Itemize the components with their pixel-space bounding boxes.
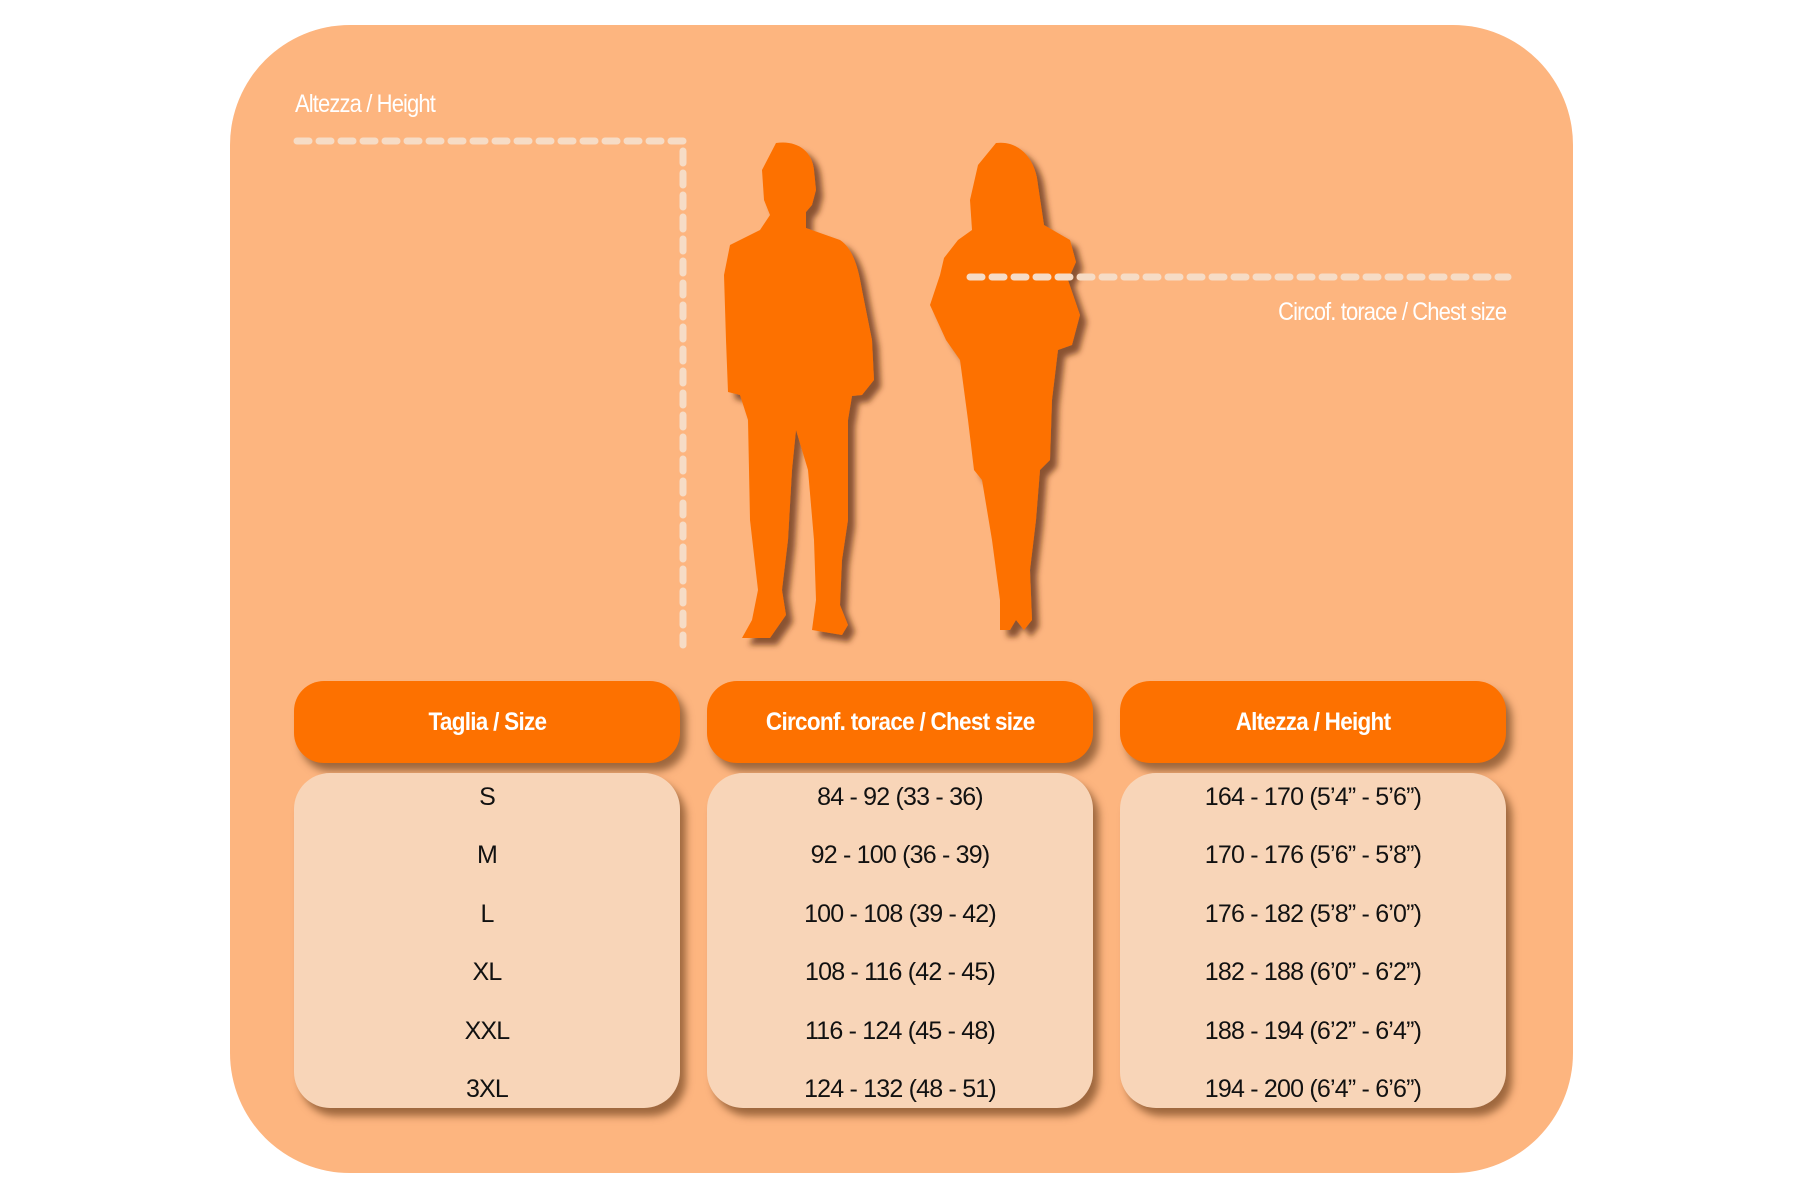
height-cell: 182 - 188 (6’0” - 6’2”) [1204,958,1422,986]
chest-cell: 84 - 92 (33 - 36) [817,783,983,811]
chest-label: Circof. torace / Chest size [1277,298,1507,326]
height-cell: 176 - 182 (5’8” - 6’0”) [1204,900,1422,928]
height-column: 164 - 170 (5’4” - 5’6”) 170 - 176 (5’6” … [1120,773,1506,1108]
chest-cell: 124 - 132 (48 - 51) [804,1075,997,1103]
size-cell: XXL [464,1017,511,1045]
height-cell: 164 - 170 (5’4” - 5’6”) [1204,783,1422,811]
size-cell: 3XL [465,1075,509,1103]
header-height: Altezza / Height [1120,681,1506,763]
size-cell: S [479,783,496,811]
size-column: S M L XL XXL 3XL [294,773,680,1108]
size-cell: L [480,900,494,928]
height-cell: 188 - 194 (6’2” - 6’4”) [1204,1017,1422,1045]
height-label: Altezza / Height [295,90,436,118]
size-cell: M [476,841,498,869]
size-cell: XL [472,958,503,986]
chest-cell: 100 - 108 (39 - 42) [804,900,997,928]
height-cell: 194 - 200 (6’4” - 6’6”) [1204,1075,1422,1103]
header-chest: Circonf. torace / Chest size [707,681,1093,763]
height-cell: 170 - 176 (5’6” - 5’8”) [1204,841,1422,869]
chest-cell: 108 - 116 (42 - 45) [804,958,996,986]
chest-cell: 92 - 100 (36 - 39) [810,841,991,869]
woman-silhouette-icon [930,142,1080,630]
header-size: Taglia / Size [294,681,680,763]
chest-cell: 116 - 124 (45 - 48) [804,1017,996,1045]
chest-column: 84 - 92 (33 - 36) 92 - 100 (36 - 39) 100… [707,773,1093,1108]
height-dashed-line [293,137,687,649]
man-silhouette-icon [724,142,874,638]
